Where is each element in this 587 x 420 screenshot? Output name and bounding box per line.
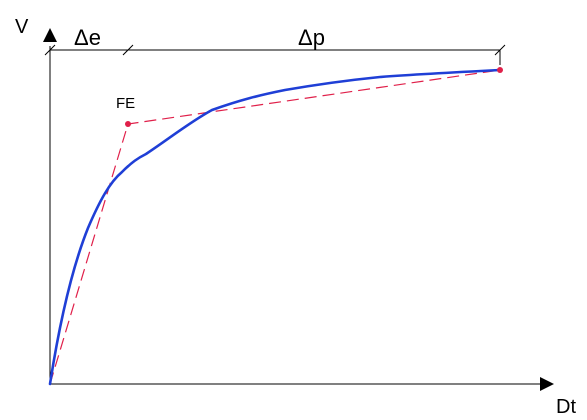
y-axis: V (15, 16, 57, 384)
x-axis-arrow-icon (540, 377, 554, 391)
dimension-line: Δe Δp (44, 25, 506, 65)
x-axis: Dt (50, 377, 576, 418)
capacity-curve (48, 68, 502, 386)
ultimate-point-marker (497, 67, 503, 73)
yield-point-label: FE (116, 95, 135, 112)
y-axis-arrow-icon (43, 28, 57, 42)
dimension-tick-left (44, 44, 56, 56)
y-axis-label: V (15, 16, 29, 38)
dimension-tick-mid (122, 44, 134, 56)
x-axis-label: Dt (556, 396, 576, 418)
yield-point-marker (125, 121, 131, 127)
elastic-displacement-label: Δe (74, 25, 101, 50)
bilinear-idealization (49, 69, 501, 385)
plastic-displacement-label: Δp (298, 25, 325, 50)
